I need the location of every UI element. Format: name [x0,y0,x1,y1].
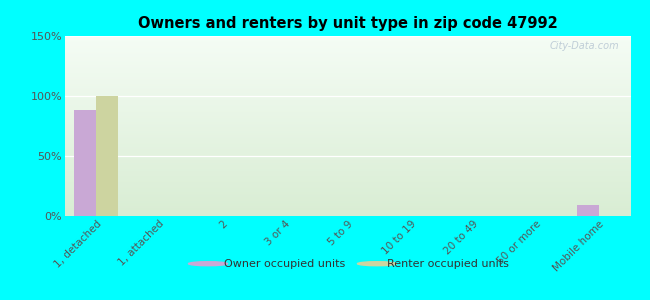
Text: City-Data.com: City-Data.com [549,41,619,51]
Bar [96,96,118,216]
Circle shape [188,262,228,266]
Bar [74,110,96,216]
Text: Owner occupied units: Owner occupied units [224,259,346,269]
Bar [577,205,599,216]
Circle shape [358,262,396,266]
Title: Owners and renters by unit type in zip code 47992: Owners and renters by unit type in zip c… [138,16,558,31]
Text: Renter occupied units: Renter occupied units [387,259,508,269]
